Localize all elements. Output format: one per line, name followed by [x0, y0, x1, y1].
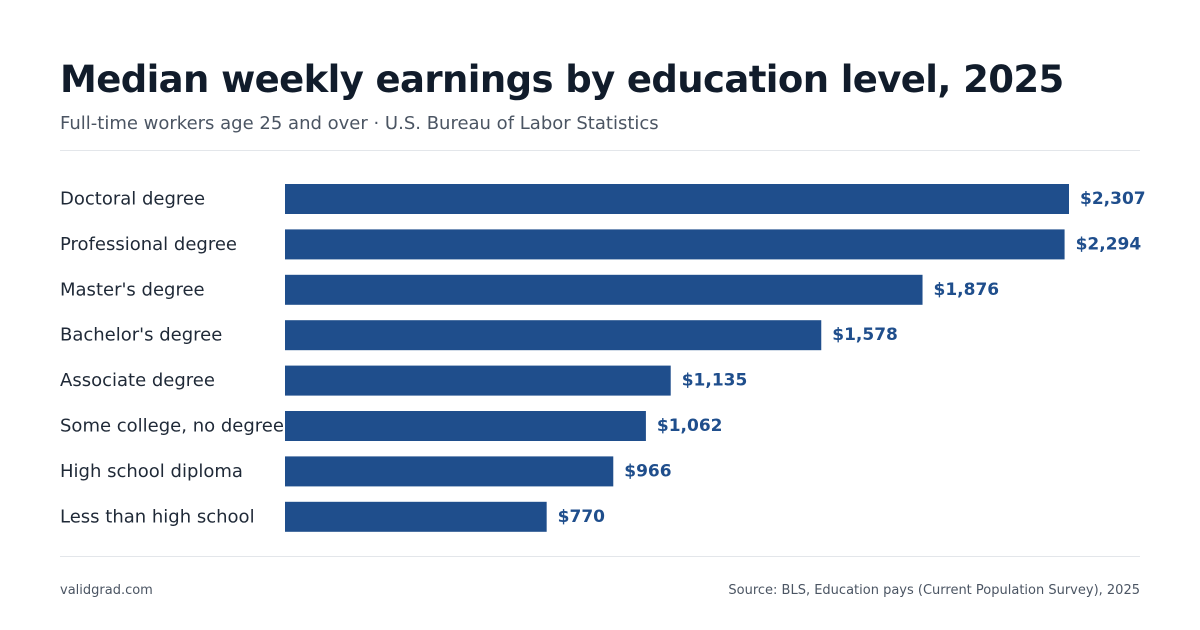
bar [285, 184, 1069, 214]
category-label: Less than high school [60, 506, 255, 527]
top-divider [60, 150, 1140, 151]
bar [285, 411, 646, 441]
value-label: $2,294 [1076, 234, 1142, 254]
category-label: Doctoral degree [60, 189, 205, 210]
value-label: $1,578 [832, 325, 898, 345]
bottom-divider [60, 556, 1140, 557]
source-note: Source: BLS, Education pays (Current Pop… [728, 583, 1140, 598]
value-label: $1,062 [657, 416, 723, 436]
category-label: Master's degree [60, 279, 205, 300]
value-label: $1,135 [682, 371, 748, 391]
bar [285, 456, 614, 487]
value-label: $966 [624, 461, 671, 481]
category-label: Bachelor's degree [60, 325, 222, 346]
value-label: $1,876 [934, 280, 1000, 300]
category-label: Associate degree [60, 370, 215, 391]
bar [285, 229, 1065, 260]
bar [285, 365, 671, 396]
value-label: $770 [558, 507, 605, 527]
bar [285, 501, 547, 532]
bar [285, 274, 923, 305]
bar [285, 320, 822, 351]
value-label: $2,307 [1080, 189, 1146, 209]
chart-subtitle: Full-time workers age 25 and over · U.S.… [60, 113, 659, 134]
chart-title: Median weekly earnings by education leve… [60, 58, 1064, 101]
category-label: Professional degree [60, 234, 237, 255]
site-name: validgrad.com [60, 583, 153, 598]
category-label: Some college, no degree [60, 416, 284, 437]
category-label: High school diploma [60, 461, 243, 482]
